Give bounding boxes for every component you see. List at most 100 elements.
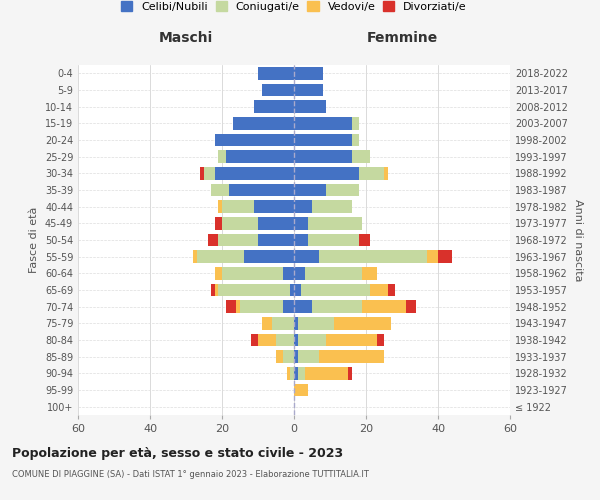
Bar [290, 284, 294, 296]
Bar [236, 300, 240, 313]
Bar [251, 334, 258, 346]
Bar [294, 84, 323, 96]
Bar [283, 350, 294, 363]
Bar [388, 284, 395, 296]
Bar [215, 134, 294, 146]
Bar [197, 250, 244, 263]
Bar [272, 317, 294, 330]
Bar [276, 350, 283, 363]
Bar [204, 167, 215, 179]
Bar [290, 367, 294, 380]
Bar [218, 234, 258, 246]
Bar [348, 367, 352, 380]
Bar [233, 117, 294, 130]
Bar [298, 317, 334, 330]
Bar [294, 334, 298, 346]
Bar [229, 184, 294, 196]
Bar [283, 300, 294, 313]
Bar [294, 117, 352, 130]
Bar [218, 284, 290, 296]
Bar [384, 167, 388, 179]
Bar [215, 217, 222, 230]
Bar [305, 267, 362, 280]
Bar [334, 317, 391, 330]
Bar [326, 334, 377, 346]
Bar [319, 250, 427, 263]
Bar [312, 200, 352, 213]
Bar [218, 200, 222, 213]
Bar [287, 367, 290, 380]
Bar [438, 250, 452, 263]
Bar [222, 217, 258, 230]
Bar [215, 267, 222, 280]
Bar [294, 200, 312, 213]
Bar [294, 67, 323, 80]
Bar [254, 100, 294, 113]
Bar [294, 267, 305, 280]
Text: Maschi: Maschi [159, 30, 213, 44]
Bar [240, 300, 283, 313]
Bar [294, 217, 308, 230]
Bar [258, 217, 294, 230]
Bar [298, 334, 326, 346]
Bar [370, 284, 388, 296]
Text: Popolazione per età, sesso e stato civile - 2023: Popolazione per età, sesso e stato civil… [12, 448, 343, 460]
Bar [298, 350, 319, 363]
Bar [294, 284, 301, 296]
Legend: Celibi/Nubili, Coniugati/e, Vedovi/e, Divorziati/e: Celibi/Nubili, Coniugati/e, Vedovi/e, Di… [117, 0, 471, 16]
Bar [359, 167, 384, 179]
Y-axis label: Fasce di età: Fasce di età [29, 207, 39, 273]
Bar [226, 150, 294, 163]
Bar [294, 250, 319, 263]
Bar [244, 250, 294, 263]
Text: Femmine: Femmine [367, 30, 437, 44]
Bar [352, 150, 370, 163]
Bar [362, 267, 377, 280]
Bar [298, 367, 305, 380]
Bar [362, 300, 406, 313]
Bar [294, 184, 326, 196]
Bar [258, 67, 294, 80]
Bar [308, 234, 359, 246]
Bar [294, 384, 308, 396]
Bar [326, 184, 359, 196]
Bar [352, 134, 359, 146]
Bar [258, 234, 294, 246]
Y-axis label: Anni di nascita: Anni di nascita [574, 198, 583, 281]
Bar [215, 284, 218, 296]
Bar [377, 334, 384, 346]
Bar [222, 200, 254, 213]
Bar [276, 334, 294, 346]
Bar [218, 150, 226, 163]
Bar [193, 250, 197, 263]
Bar [308, 217, 362, 230]
Bar [258, 334, 276, 346]
Bar [294, 150, 352, 163]
Bar [427, 250, 438, 263]
Bar [200, 167, 204, 179]
Bar [283, 267, 294, 280]
Bar [211, 184, 229, 196]
Bar [226, 300, 236, 313]
Bar [406, 300, 416, 313]
Bar [254, 200, 294, 213]
Bar [294, 350, 298, 363]
Bar [319, 350, 384, 363]
Bar [352, 117, 359, 130]
Bar [262, 84, 294, 96]
Bar [294, 100, 326, 113]
Bar [312, 300, 362, 313]
Bar [294, 317, 298, 330]
Bar [222, 267, 283, 280]
Bar [294, 234, 308, 246]
Bar [294, 134, 352, 146]
Bar [208, 234, 218, 246]
Bar [294, 367, 298, 380]
Bar [262, 317, 272, 330]
Bar [215, 167, 294, 179]
Bar [294, 300, 312, 313]
Bar [294, 167, 359, 179]
Bar [301, 284, 370, 296]
Bar [211, 284, 215, 296]
Bar [305, 367, 348, 380]
